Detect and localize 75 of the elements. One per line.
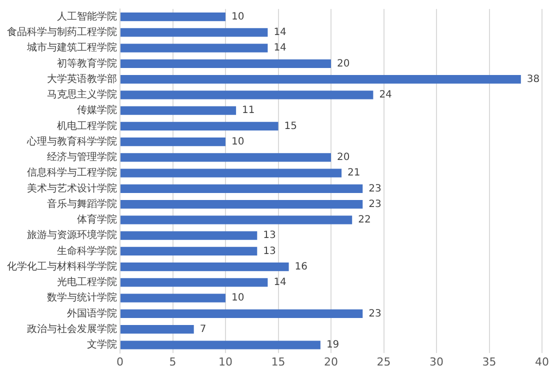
x-tick-label: 30 — [430, 355, 444, 368]
data-label: 14 — [274, 42, 286, 54]
y-tick-label: 马克思主义学院 — [47, 88, 117, 101]
x-tick-label: 5 — [169, 355, 176, 368]
data-label: 20 — [337, 152, 350, 164]
x-tick-label: 20 — [324, 355, 338, 368]
data-label: 24 — [379, 90, 392, 101]
data-label: 10 — [232, 136, 244, 148]
bar — [120, 28, 268, 37]
bar — [120, 184, 363, 194]
y-tick-label: 光电工程学院 — [57, 276, 117, 288]
bar — [120, 122, 278, 130]
y-tick-label: 传媒学院 — [77, 104, 117, 116]
y-tick-label: 数学与统计学院 — [47, 292, 117, 304]
bar — [120, 106, 236, 115]
data-label: 19 — [326, 340, 340, 351]
x-tick-label: 25 — [376, 355, 391, 368]
y-tick-label: 化学化工与材料科学学院 — [7, 260, 117, 272]
data-label: 11 — [242, 105, 255, 116]
bar — [120, 309, 363, 318]
data-label: 13 — [263, 246, 276, 257]
data-label: 22 — [358, 214, 371, 226]
y-tick-label: 音乐与舞蹈学院 — [47, 198, 117, 210]
data-label: 14 — [274, 27, 286, 38]
x-tick-label: 15 — [271, 355, 286, 368]
data-label: 13 — [263, 230, 276, 242]
data-label: 7 — [200, 324, 206, 335]
y-tick-label: 经济与管理学院 — [47, 151, 117, 164]
bar — [120, 59, 331, 68]
x-tick-label: 0 — [116, 355, 124, 368]
bar — [120, 200, 363, 209]
y-tick-label: 人工智能学院 — [57, 10, 117, 22]
bar — [120, 246, 258, 256]
bar — [120, 138, 226, 146]
x-tick-label: 10 — [218, 355, 232, 368]
data-label: 14 — [274, 277, 286, 288]
y-tick-label: 信息科学与工程学院 — [27, 166, 117, 179]
bar — [120, 75, 521, 84]
bar — [120, 262, 289, 272]
bar — [120, 44, 268, 52]
bar — [120, 90, 374, 100]
data-label: 15 — [284, 120, 297, 132]
y-tick-label: 文学院 — [87, 338, 117, 351]
bar — [120, 216, 352, 224]
data-label: 23 — [368, 183, 382, 194]
y-tick-label: 城市与建筑工程学院 — [26, 42, 117, 54]
data-label: 20 — [337, 58, 350, 70]
y-tick-label: 外国语学院 — [67, 307, 117, 320]
y-tick-label: 食品科学与制药工程学院 — [7, 26, 117, 38]
y-tick-label: 心理与教育科学学院 — [26, 135, 117, 148]
bar — [120, 340, 320, 350]
y-tick-label: 旅游与资源环境学院 — [27, 229, 117, 242]
y-tick-label: 政治与社会发展学院 — [27, 322, 117, 335]
y-tick-label: 体育学院 — [77, 214, 117, 226]
bar — [120, 278, 268, 287]
bar — [120, 168, 342, 178]
y-tick-label: 美术与艺术设计学院 — [27, 182, 117, 194]
y-tick-label: 生命科学学院 — [57, 244, 117, 257]
bar — [120, 153, 331, 162]
x-tick-label: 35 — [482, 355, 496, 368]
bar — [120, 325, 194, 334]
bar — [120, 12, 226, 22]
bar — [120, 231, 258, 240]
data-label: 38 — [526, 74, 540, 85]
y-tick-label: 机电工程学院 — [57, 120, 117, 132]
y-tick-label: 大学英语教学部 — [47, 72, 117, 85]
data-label: 23 — [368, 308, 382, 320]
y-tick-label: 初等教育学院 — [57, 57, 117, 70]
data-label: 16 — [294, 261, 308, 272]
data-label: 10 — [232, 292, 244, 304]
data-label: 21 — [348, 168, 360, 179]
data-label: 10 — [232, 11, 244, 22]
bar — [120, 294, 226, 302]
x-tick-label: 40 — [535, 355, 549, 368]
data-label: 23 — [368, 198, 382, 210]
